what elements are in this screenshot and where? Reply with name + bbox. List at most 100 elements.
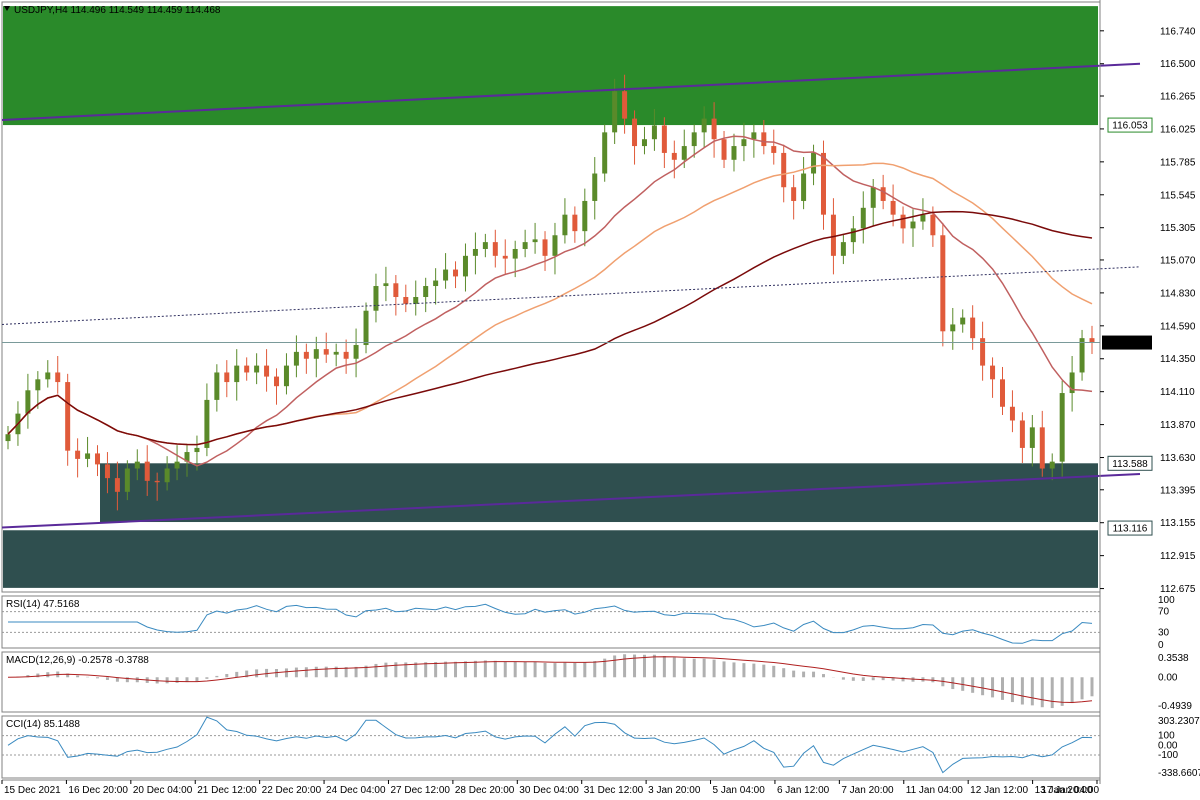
channel-upper-line (1, 62, 1141, 121)
x-tick-label: 24 Dec 04:00 (326, 785, 386, 796)
candle-body (443, 269, 449, 281)
candle-body (860, 207, 866, 229)
candle-body (313, 349, 319, 359)
candle-body (274, 376, 280, 387)
candle-body (204, 399, 210, 448)
level-box (1107, 520, 1153, 536)
x-tick-label: 3 Jan 20:00 (648, 785, 701, 796)
candle-body (462, 255, 468, 277)
candle-body (950, 324, 956, 332)
candle-body (453, 269, 459, 277)
candle-body (184, 452, 190, 462)
candle-body (492, 242, 498, 256)
rsi-title: RSI(14) 47.5168 (6, 599, 80, 610)
candle-body (403, 297, 409, 304)
rsi-axis-label: 30 (1158, 627, 1170, 638)
candle-body (45, 372, 51, 380)
level-label: 113.116 (1113, 524, 1148, 535)
candle-body (1089, 338, 1095, 343)
candle-body (791, 187, 797, 201)
cci-line (7, 716, 1093, 774)
candle-body (562, 214, 568, 236)
candle-body (1049, 461, 1055, 469)
demand-zone-lower (3, 530, 1098, 588)
candle-body (651, 125, 657, 140)
candle-body (602, 132, 608, 174)
x-tick-label: 28 Dec 20:00 (455, 785, 515, 796)
candle-body (870, 187, 876, 208)
candle-body (751, 132, 757, 140)
candle-body (124, 468, 130, 492)
candle-body (641, 139, 647, 147)
x-tick-label: 27 Dec 12:00 (390, 785, 450, 796)
candle-body (144, 461, 150, 481)
x-tick-label: 7 Jan 20:00 (841, 785, 894, 796)
candle-body (25, 390, 31, 414)
candle-body (1079, 338, 1085, 373)
candle-body (1019, 420, 1025, 448)
candle-body (373, 286, 379, 311)
candle-body (741, 139, 747, 147)
dropdown-triangle-icon[interactable] (4, 6, 10, 11)
macd-axis-label: -0.4939 (1158, 701, 1192, 712)
candle-body (811, 152, 817, 174)
cci-axis-label: 100 (1158, 731, 1175, 742)
candle-body (472, 248, 478, 256)
y-tick-label: 115.785 (1160, 157, 1196, 168)
x-tick-label: 16 Dec 20:00 (68, 785, 128, 796)
candle-body (323, 349, 329, 355)
candle-body (1009, 406, 1015, 421)
y-tick-label: 114.590 (1160, 321, 1196, 332)
y-tick-label: 114.830 (1160, 288, 1196, 299)
candle-body (622, 91, 628, 119)
candle-body (970, 317, 976, 339)
candle-body (5, 434, 11, 442)
macd-title: MACD(12,26,9) -0.2578 -0.3788 (6, 655, 149, 666)
candle-body (691, 132, 697, 147)
candle-body (512, 248, 518, 259)
y-tick-label: 116.265 (1160, 91, 1196, 102)
candle-body (1039, 427, 1045, 469)
candle-body (333, 351, 339, 355)
candle-body (383, 283, 389, 287)
level-box (1107, 117, 1153, 133)
candle-body (880, 187, 886, 201)
candle-body (35, 379, 41, 391)
candle-body (801, 173, 807, 201)
candle-body (900, 214, 906, 229)
macd-axis-label: 0.00 (1158, 672, 1178, 683)
x-tick-label: 30 Dec 04:00 (519, 785, 579, 796)
candle-body (980, 338, 986, 366)
candle-body (214, 372, 220, 400)
y-tick-label: 116.740 (1160, 26, 1196, 37)
candle-body (781, 152, 787, 188)
candle-body (632, 118, 638, 147)
candle-body (999, 379, 1005, 407)
candle-body (393, 283, 399, 297)
candle-body (433, 280, 439, 287)
candle-body (413, 297, 419, 304)
candle-body (930, 214, 936, 236)
x-tick-label: 17 Jan 04:00 (1041, 785, 1099, 796)
y-tick-label: 115.070 (1160, 255, 1196, 266)
level-box (1107, 455, 1153, 471)
candle-body (711, 118, 717, 140)
candle-body (920, 214, 926, 222)
candle-body (164, 468, 170, 483)
y-tick-label: 113.395 (1160, 485, 1196, 496)
y-tick-label: 114.350 (1160, 354, 1196, 365)
candle-body (114, 478, 120, 492)
macd-signal-line (7, 656, 1093, 704)
y-tick-label: 112.675 (1160, 584, 1196, 595)
y-tick-label: 113.630 (1160, 453, 1196, 464)
candle-body (940, 235, 946, 332)
candle-body (353, 345, 359, 359)
candle-body (542, 239, 548, 256)
candle-body (224, 372, 230, 383)
current-price-label: 114.468 (1109, 338, 1145, 349)
level-label: 116.053 (1112, 121, 1148, 132)
candle-body (482, 242, 488, 249)
current-price-box (1102, 335, 1152, 350)
candle-body (850, 228, 856, 243)
